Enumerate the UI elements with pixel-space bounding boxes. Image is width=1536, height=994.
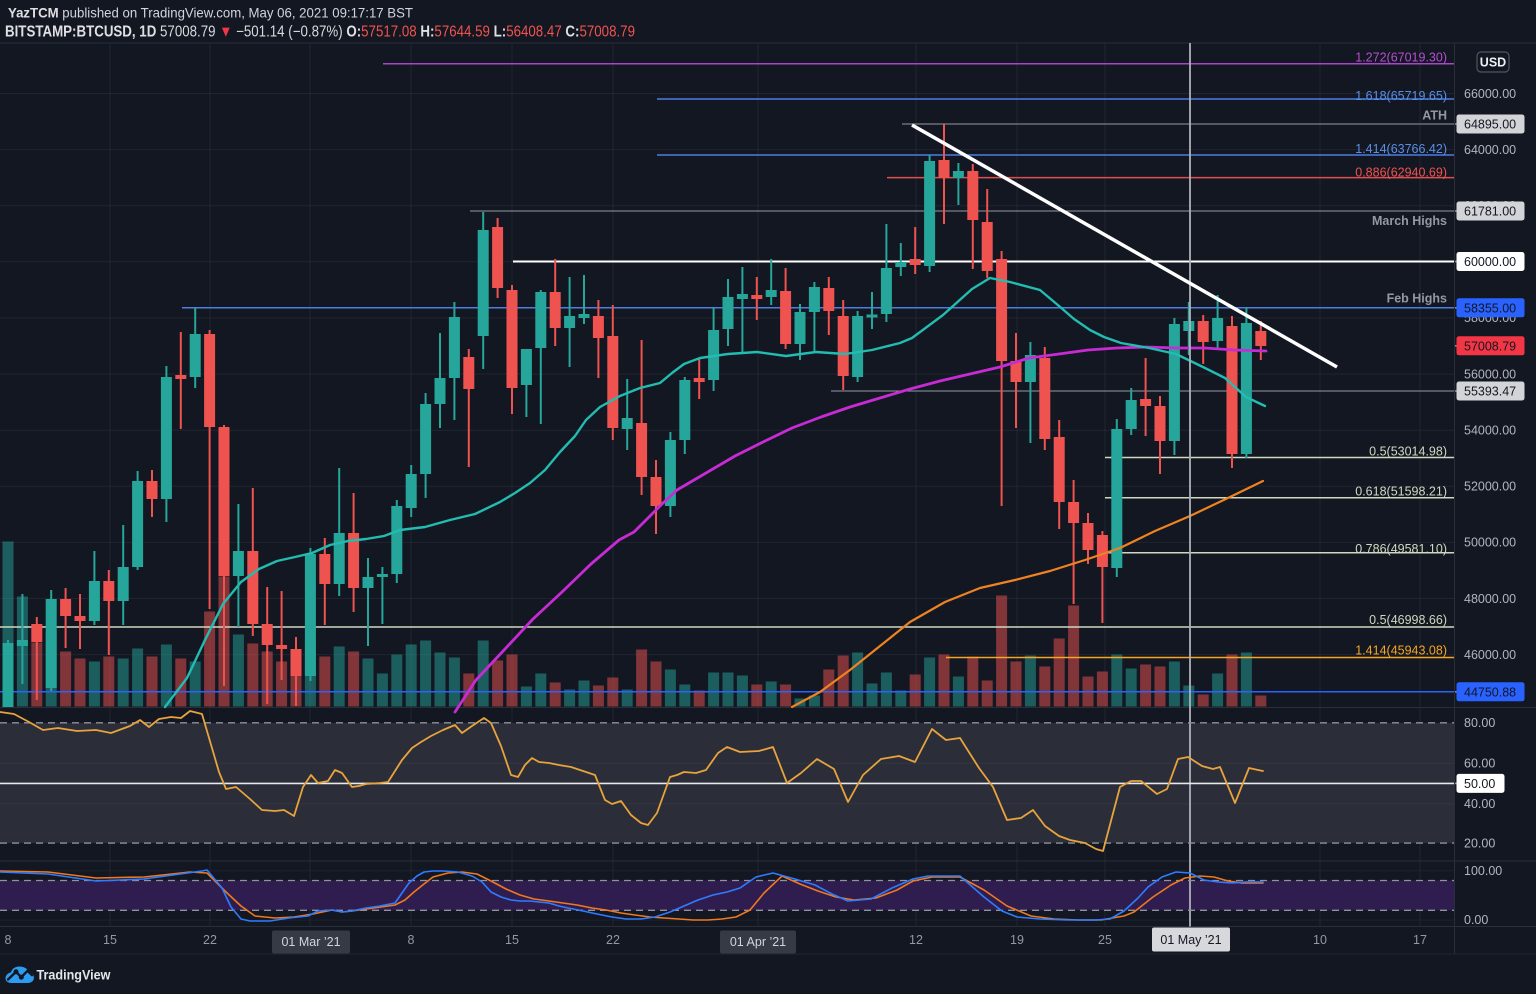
svg-text:01 Mar ’21: 01 Mar ’21 <box>281 935 340 949</box>
svg-text:40.00: 40.00 <box>1464 797 1495 811</box>
svg-text:TradingView: TradingView <box>37 968 111 983</box>
svg-text:0.618(51598.21): 0.618(51598.21) <box>1355 484 1447 498</box>
svg-text:61781.00: 61781.00 <box>1464 205 1516 219</box>
svg-text:52000.00: 52000.00 <box>1464 480 1516 494</box>
svg-text:25: 25 <box>1098 933 1112 947</box>
svg-text:48000.00: 48000.00 <box>1464 592 1516 606</box>
svg-text:0.5(46998.66): 0.5(46998.66) <box>1369 613 1447 627</box>
svg-text:20.00: 20.00 <box>1464 836 1495 850</box>
svg-text:15: 15 <box>505 933 519 947</box>
svg-text:44750.88: 44750.88 <box>1464 685 1516 699</box>
svg-text:Feb Highs: Feb Highs <box>1387 291 1447 305</box>
svg-text:56000.00: 56000.00 <box>1464 367 1516 381</box>
svg-text:ATH: ATH <box>1422 108 1447 122</box>
svg-text:55393.47: 55393.47 <box>1464 385 1516 399</box>
svg-text:1.414(45943.08): 1.414(45943.08) <box>1355 643 1447 657</box>
svg-text:01 May ’21: 01 May ’21 <box>1160 933 1221 947</box>
svg-text:64895.00: 64895.00 <box>1464 118 1516 132</box>
svg-text:80.00: 80.00 <box>1464 716 1495 730</box>
svg-text:1.414(63766.42): 1.414(63766.42) <box>1355 142 1447 156</box>
svg-text:60000.00: 60000.00 <box>1464 255 1516 269</box>
svg-text:01 Apr ’21: 01 Apr ’21 <box>730 935 786 949</box>
svg-text:58355.00: 58355.00 <box>1464 301 1516 315</box>
svg-text:BITSTAMP:BTCUSD, 1D 57008.79 ▼: BITSTAMP:BTCUSD, 1D 57008.79 ▼ −501.14 (… <box>5 24 635 41</box>
svg-text:8: 8 <box>5 933 12 947</box>
svg-text:66000.00: 66000.00 <box>1464 87 1516 101</box>
svg-text:8: 8 <box>408 933 415 947</box>
svg-text:17: 17 <box>1413 933 1427 947</box>
svg-text:12: 12 <box>909 933 923 947</box>
svg-text:15: 15 <box>103 933 117 947</box>
svg-text:46000.00: 46000.00 <box>1464 648 1516 662</box>
svg-text:19: 19 <box>1010 933 1024 947</box>
svg-text:1.618(65719.65): 1.618(65719.65) <box>1355 89 1447 103</box>
svg-text:0.00: 0.00 <box>1464 913 1488 927</box>
svg-text:10: 10 <box>1313 933 1327 947</box>
svg-text:100.00: 100.00 <box>1464 864 1502 878</box>
svg-text:0.5(53014.98): 0.5(53014.98) <box>1369 444 1447 458</box>
svg-text:22: 22 <box>606 933 620 947</box>
svg-text:USD: USD <box>1480 56 1506 70</box>
svg-text:60.00: 60.00 <box>1464 757 1495 771</box>
svg-text:0.886(62940.69): 0.886(62940.69) <box>1355 165 1447 179</box>
svg-text:1.272(67019.30): 1.272(67019.30) <box>1355 50 1447 64</box>
svg-text:0.786(49581.10): 0.786(49581.10) <box>1355 542 1447 556</box>
svg-text:22: 22 <box>203 933 217 947</box>
svg-text:50.00: 50.00 <box>1464 777 1495 791</box>
svg-text:54000.00: 54000.00 <box>1464 424 1516 438</box>
svg-text:YazTCM published on TradingVie: YazTCM published on TradingView.com, May… <box>8 5 413 21</box>
svg-text:64000.00: 64000.00 <box>1464 143 1516 157</box>
svg-text:March Highs: March Highs <box>1372 214 1447 228</box>
svg-text:57008.79: 57008.79 <box>1464 339 1516 353</box>
svg-text:50000.00: 50000.00 <box>1464 536 1516 550</box>
